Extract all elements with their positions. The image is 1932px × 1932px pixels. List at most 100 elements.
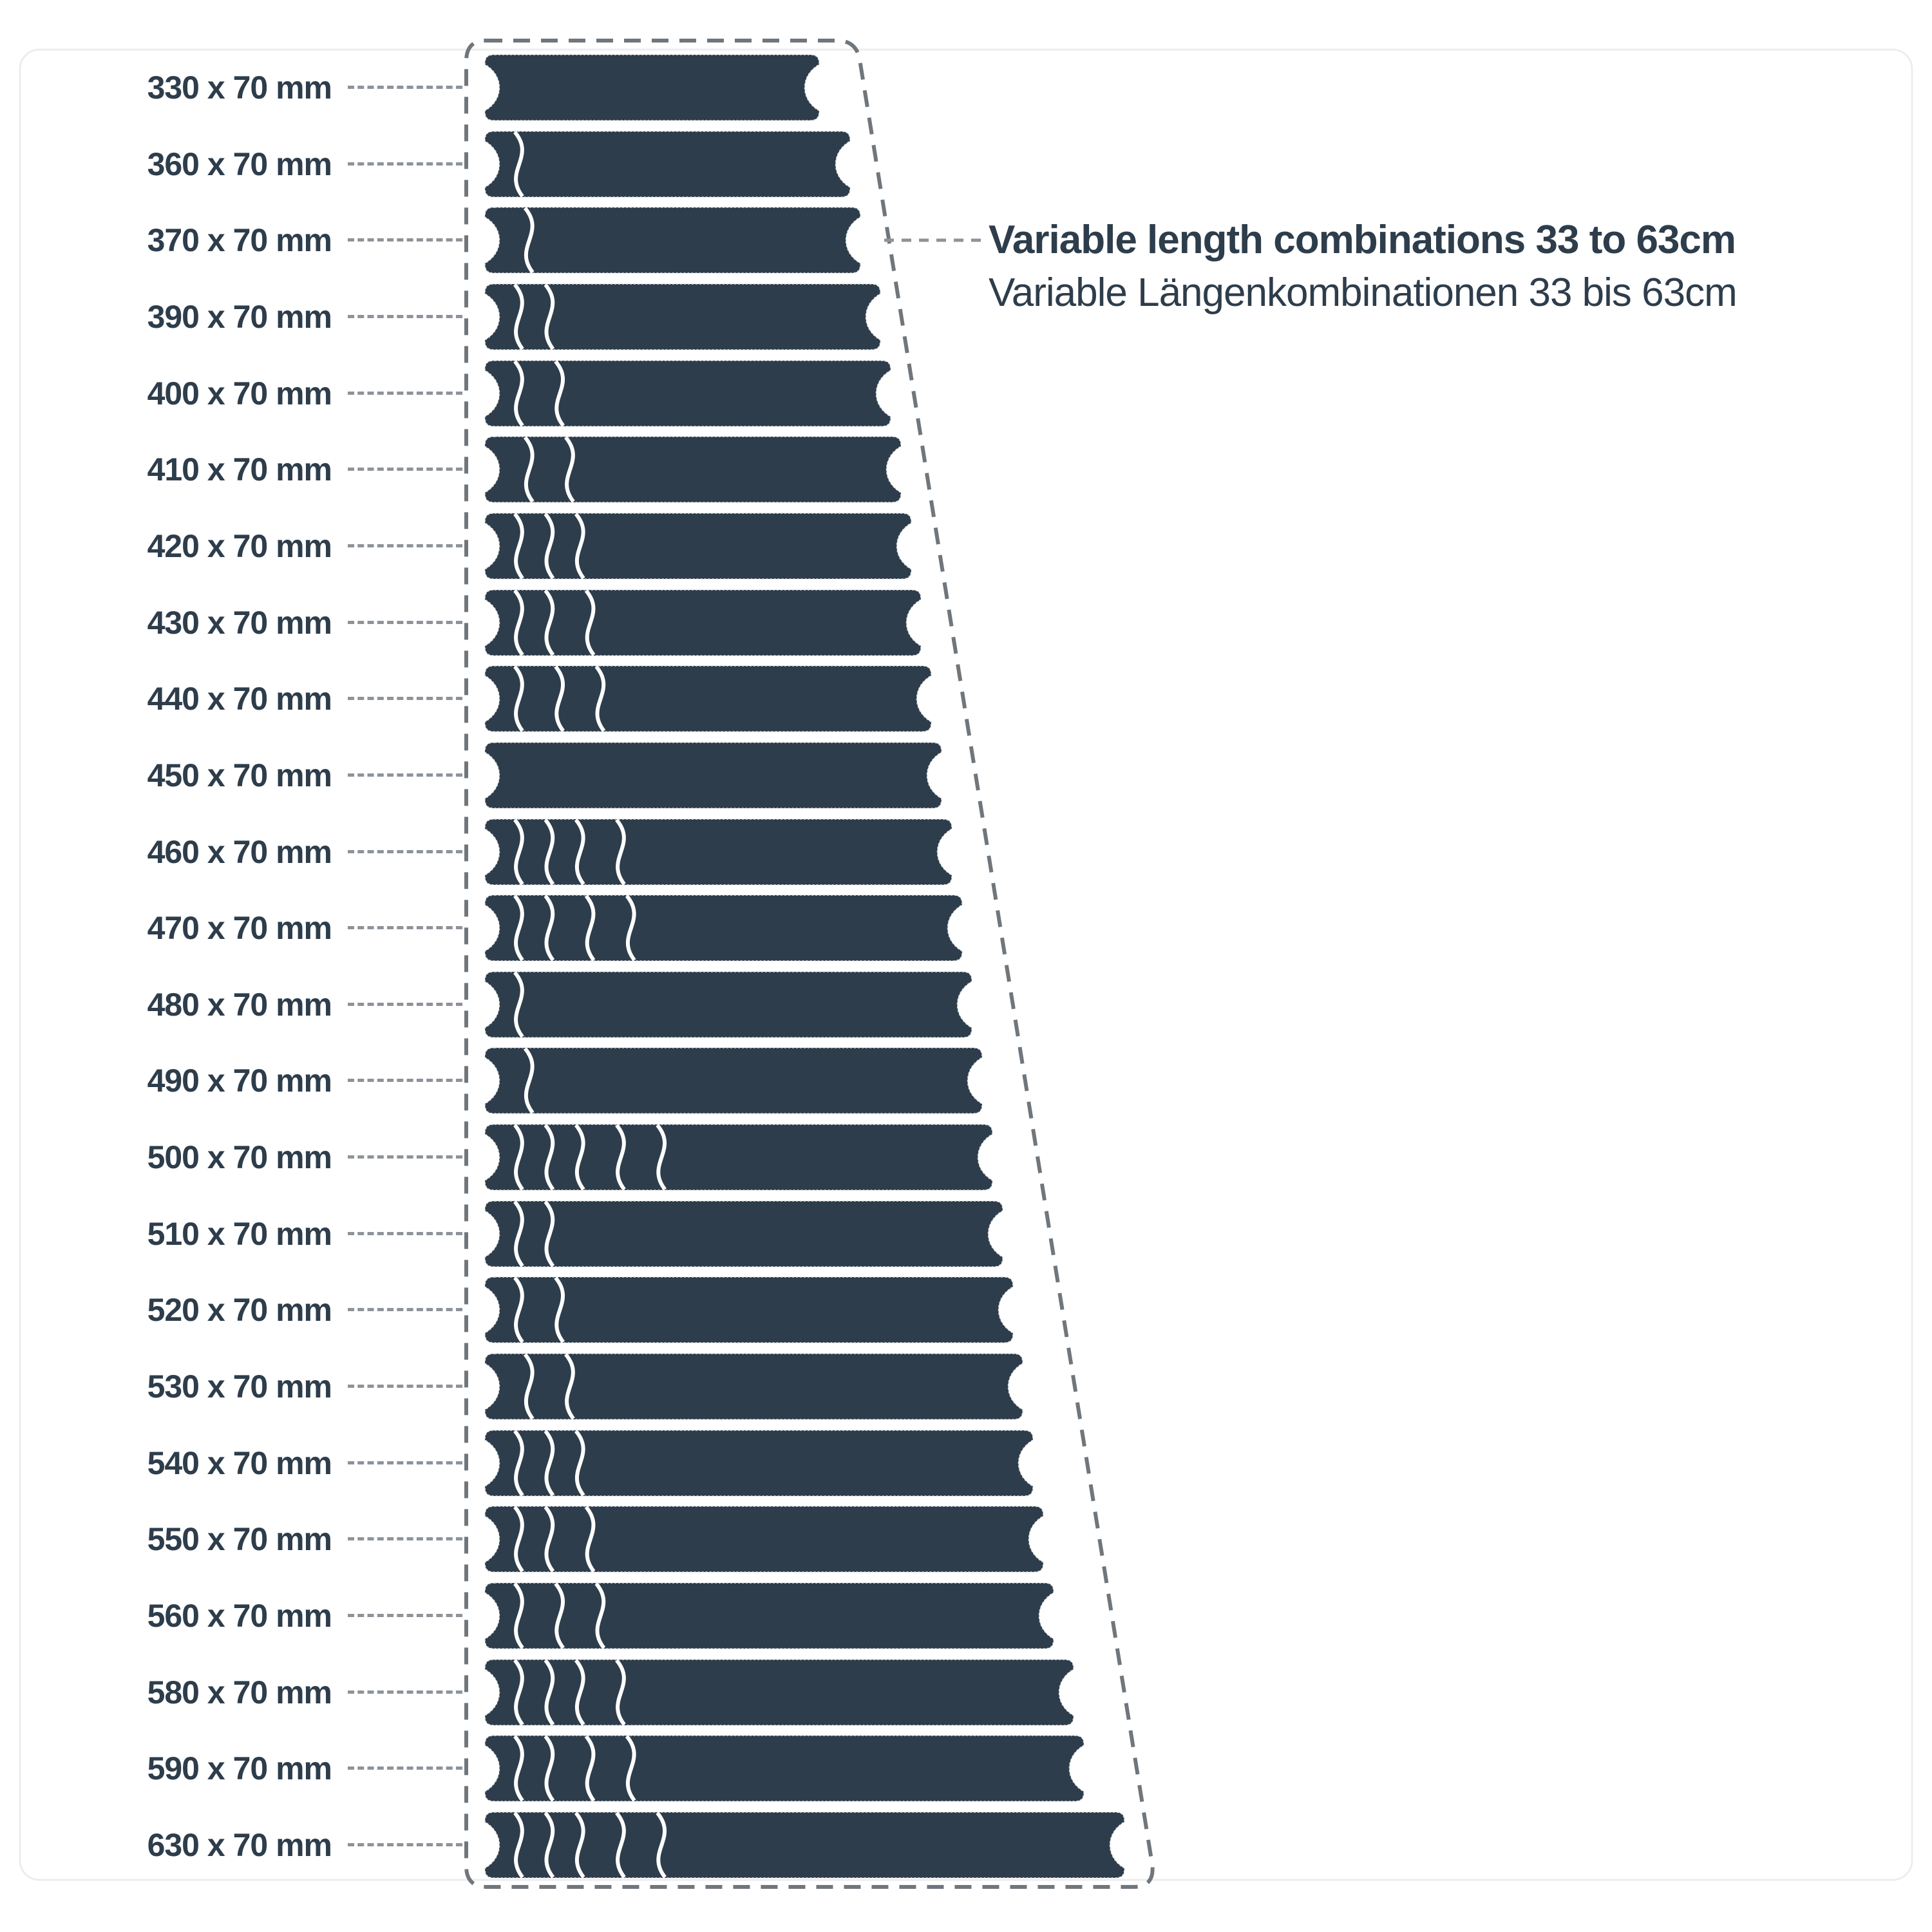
piece-separator xyxy=(513,1812,524,1879)
strip-graphic xyxy=(484,207,861,274)
strip-graphic xyxy=(484,971,972,1038)
piece-separator xyxy=(513,1735,524,1803)
piece-separator xyxy=(513,589,524,656)
piece-separator xyxy=(544,895,555,961)
piece-separator xyxy=(523,436,535,504)
size-row: 590 x 70 mm xyxy=(0,1735,1932,1803)
label-leader-line xyxy=(348,1614,462,1617)
piece-separator xyxy=(513,1276,524,1344)
annotation-line-de: Variable Längenkombinationen 33 bis 63cm xyxy=(989,270,1738,315)
size-label: 480 x 70 mm xyxy=(147,986,332,1023)
size-label: 580 x 70 mm xyxy=(147,1674,332,1710)
card-border-rect xyxy=(19,48,1913,1881)
size-label: 590 x 70 mm xyxy=(147,1750,332,1787)
piece-separator xyxy=(513,359,524,427)
size-row: 470 x 70 mm xyxy=(0,895,1932,961)
strip-graphic xyxy=(484,589,922,656)
strip-silhouette xyxy=(484,895,963,961)
size-label: 630 x 70 mm xyxy=(147,1826,332,1863)
piece-separator xyxy=(554,665,565,733)
size-row: 550 x 70 mm xyxy=(0,1506,1932,1573)
strip-silhouette xyxy=(484,1047,983,1115)
strip-graphic xyxy=(484,512,912,580)
piece-separator xyxy=(564,436,575,504)
strip-graphic xyxy=(484,1506,1044,1573)
size-label: 420 x 70 mm xyxy=(147,527,332,564)
label-leader-line xyxy=(348,1002,462,1006)
strip-graphic xyxy=(484,1047,983,1115)
label-leader-line xyxy=(348,86,462,89)
strip-graphic xyxy=(484,818,952,886)
size-label: 500 x 70 mm xyxy=(147,1139,332,1176)
piece-separator xyxy=(656,1812,667,1879)
piece-separator xyxy=(574,512,585,580)
dashed-outline-path xyxy=(464,39,1155,1889)
size-label: 440 x 70 mm xyxy=(147,681,332,717)
strip-graphic xyxy=(484,1353,1023,1420)
strip-silhouette xyxy=(484,818,952,886)
piece-separator xyxy=(544,283,555,350)
strip-graphic xyxy=(484,1124,993,1191)
size-row: 420 x 70 mm xyxy=(0,512,1932,580)
piece-separator xyxy=(584,1735,596,1803)
size-label: 370 x 70 mm xyxy=(147,222,332,259)
piece-separator xyxy=(544,512,555,580)
size-label: 330 x 70 mm xyxy=(147,70,332,106)
size-row: 330 x 70 mm xyxy=(0,54,1932,121)
piece-separator xyxy=(544,1429,555,1497)
strip-silhouette xyxy=(484,1506,1044,1573)
piece-separator xyxy=(523,1353,535,1420)
size-label: 550 x 70 mm xyxy=(147,1521,332,1558)
piece-separator xyxy=(554,359,565,427)
piece-separator xyxy=(513,971,524,1038)
piece-separator xyxy=(615,818,626,886)
size-row: 360 x 70 mm xyxy=(0,130,1932,198)
size-label: 510 x 70 mm xyxy=(147,1215,332,1252)
piece-separator xyxy=(594,665,606,733)
piece-separator xyxy=(544,1658,555,1726)
piece-separator xyxy=(625,1735,636,1803)
label-leader-line xyxy=(348,620,462,624)
label-leader-line xyxy=(348,1842,462,1846)
piece-separator xyxy=(513,1124,524,1191)
label-leader-line xyxy=(348,162,462,166)
size-label: 400 x 70 mm xyxy=(147,375,332,412)
size-label: 450 x 70 mm xyxy=(147,757,332,793)
piece-separator xyxy=(523,1047,535,1115)
strip-graphic xyxy=(484,1735,1084,1803)
size-row: 370 x 70 mm xyxy=(0,207,1932,274)
piece-separator xyxy=(584,589,596,656)
strip-silhouette xyxy=(484,1353,1023,1420)
size-row: 500 x 70 mm xyxy=(0,1124,1932,1191)
label-leader-line xyxy=(348,1308,462,1312)
strip-graphic xyxy=(484,1582,1054,1649)
piece-separator xyxy=(513,1200,524,1267)
size-row: 540 x 70 mm xyxy=(0,1429,1932,1497)
size-row: 630 x 70 mm xyxy=(0,1812,1932,1879)
piece-separator xyxy=(544,1200,555,1267)
strip-silhouette xyxy=(484,1200,1003,1267)
piece-separator xyxy=(574,1658,585,1726)
piece-separator xyxy=(513,818,524,886)
strip-silhouette xyxy=(484,436,902,503)
size-row: 580 x 70 mm xyxy=(0,1658,1932,1726)
size-row: 400 x 70 mm xyxy=(0,359,1932,427)
size-label: 540 x 70 mm xyxy=(147,1444,332,1481)
strip-silhouette xyxy=(484,1582,1054,1649)
size-row: 510 x 70 mm xyxy=(0,1200,1932,1267)
label-leader-line xyxy=(348,314,462,318)
strip-graphic xyxy=(484,1200,1003,1267)
size-row: 450 x 70 mm xyxy=(0,742,1932,809)
size-label: 560 x 70 mm xyxy=(147,1598,332,1634)
label-leader-line xyxy=(348,1231,462,1235)
strip-graphic xyxy=(484,436,902,504)
piece-separator xyxy=(513,130,524,198)
size-row: 460 x 70 mm xyxy=(0,818,1932,886)
strip-graphic xyxy=(484,742,942,809)
strip-graphic xyxy=(484,1429,1034,1497)
strip-graphic xyxy=(484,130,851,198)
piece-separator xyxy=(574,1812,585,1879)
label-leader-line xyxy=(348,1766,462,1770)
